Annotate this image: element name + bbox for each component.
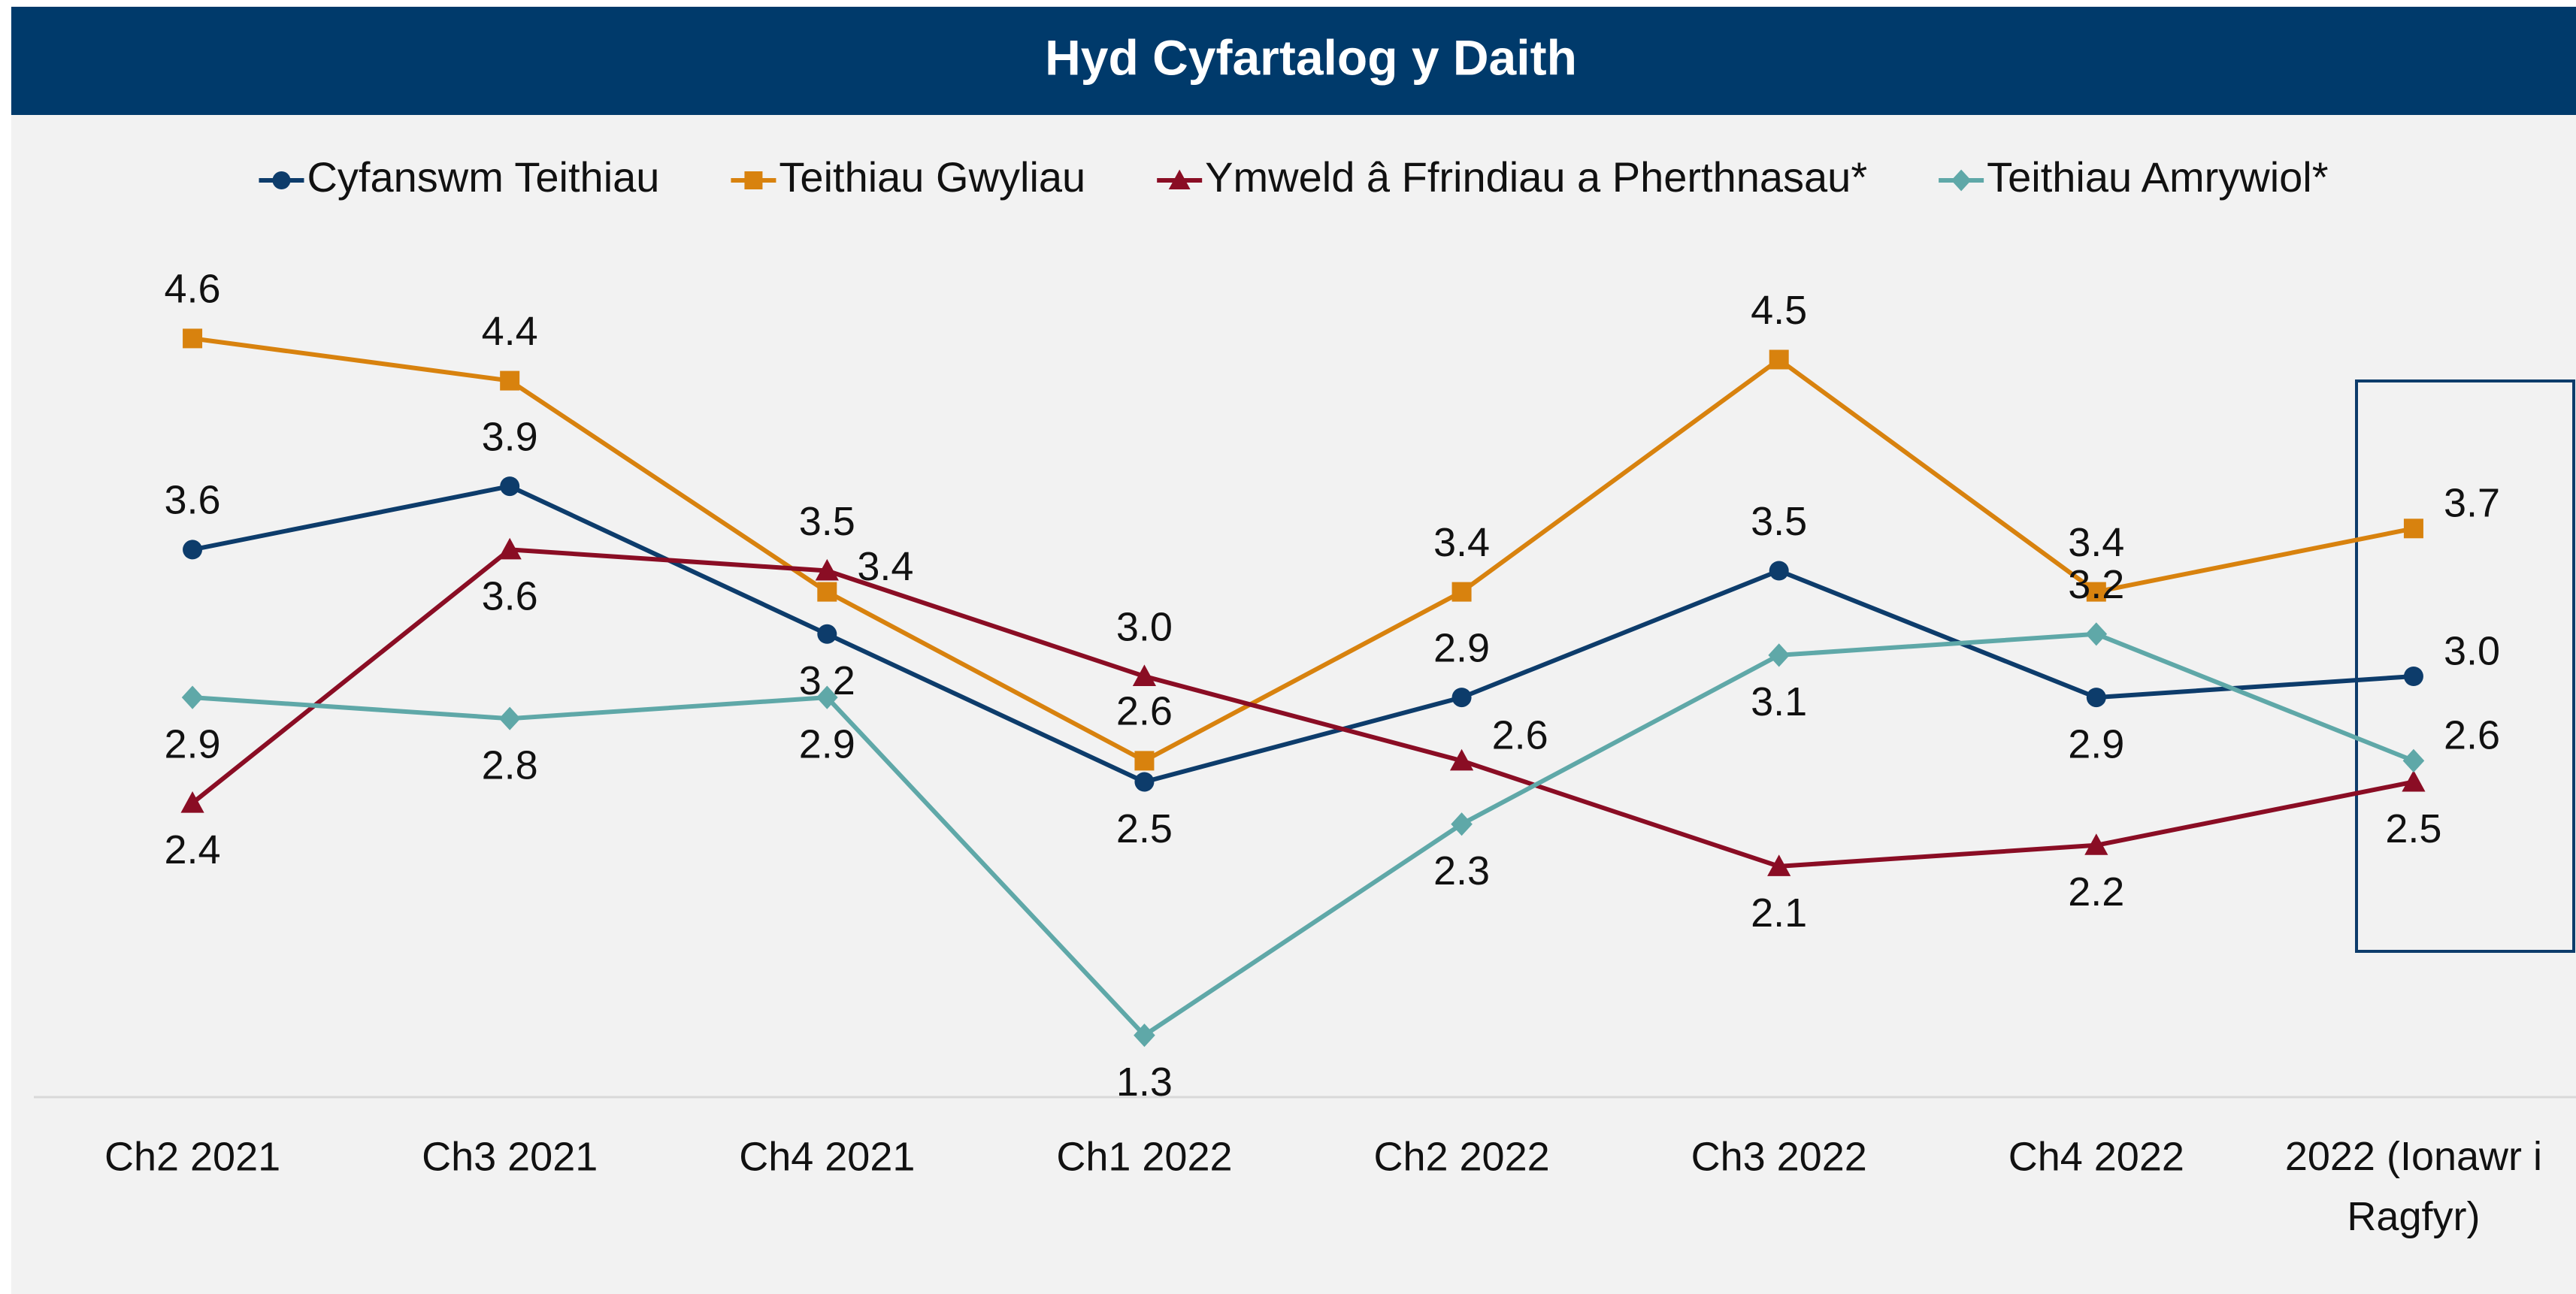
data-label: 4.5 bbox=[1751, 288, 1807, 333]
legend: Cyfanswm Teithiau Teithiau Gwyliau Ymweld … bbox=[259, 153, 2329, 201]
data-label: 2.6 bbox=[2444, 713, 2500, 758]
data-label: 1.3 bbox=[1116, 1060, 1173, 1105]
marker bbox=[1134, 772, 1155, 792]
data-label: 2.6 bbox=[1492, 713, 1548, 758]
marker bbox=[817, 624, 837, 644]
marker bbox=[498, 537, 522, 560]
marker bbox=[2085, 622, 2108, 646]
marker bbox=[1769, 561, 1789, 581]
data-label: 2.9 bbox=[1433, 625, 1490, 670]
marker bbox=[2086, 582, 2106, 602]
data-label: 2.1 bbox=[1751, 890, 1807, 936]
series-line bbox=[192, 336, 2414, 763]
marker bbox=[1767, 854, 1791, 876]
x-tick-label: Ch2 2021 bbox=[104, 1134, 280, 1179]
plot-background bbox=[11, 7, 2576, 1294]
marker bbox=[816, 685, 838, 709]
data-label: 3.4 bbox=[1433, 520, 1490, 565]
marker bbox=[272, 171, 291, 189]
data-label: 2.4 bbox=[165, 827, 221, 872]
marker bbox=[1769, 349, 1789, 370]
marker bbox=[2084, 833, 2108, 855]
data-label: 4.4 bbox=[482, 309, 538, 354]
legend-label: Cyfanswm Teithiau bbox=[307, 153, 659, 201]
chart-title: Hyd Cyfartalog y Daith bbox=[1045, 29, 1577, 85]
x-tick-label: Ch3 2022 bbox=[1691, 1134, 1867, 1179]
legend-item: Ymweld â Ffrindiau a Pherthnasau* bbox=[1157, 153, 1867, 201]
data-label: 2.6 bbox=[1116, 689, 1173, 734]
data-label: 2.2 bbox=[2068, 869, 2124, 915]
series-line bbox=[192, 484, 2414, 785]
marker bbox=[2403, 519, 2423, 539]
data-label: 2.9 bbox=[799, 721, 855, 766]
legend-item: Cyfanswm Teithiau bbox=[259, 153, 659, 201]
marker bbox=[183, 328, 203, 349]
marker bbox=[498, 706, 521, 730]
data-label: 3.9 bbox=[482, 414, 538, 459]
marker bbox=[1168, 169, 1191, 189]
data-label: 2.3 bbox=[1433, 848, 1490, 893]
x-tick-label: Ch4 2021 bbox=[739, 1134, 915, 1179]
data-label: 2.9 bbox=[165, 721, 221, 766]
marker bbox=[181, 685, 204, 709]
x-tick-label: 2022 (Ionawr i Ragfyr) bbox=[2285, 1134, 2542, 1239]
series-line bbox=[191, 547, 2414, 869]
marker bbox=[500, 370, 520, 391]
legend-label: Teithiau Amrywiol* bbox=[1987, 153, 2328, 201]
data-label: 3.6 bbox=[165, 478, 221, 523]
marker bbox=[1134, 1023, 1155, 1048]
marker bbox=[815, 558, 839, 581]
marker bbox=[2402, 769, 2426, 792]
data-label: 3.1 bbox=[1751, 679, 1807, 724]
data-label: 3.0 bbox=[1116, 604, 1173, 649]
marker bbox=[1449, 748, 1474, 771]
marker bbox=[2403, 667, 2423, 686]
marker bbox=[1451, 688, 1472, 708]
data-label: 3.5 bbox=[799, 499, 855, 544]
data-label: 3.6 bbox=[482, 574, 538, 619]
data-label: 3.0 bbox=[2444, 628, 2500, 673]
marker bbox=[183, 540, 203, 560]
data-label: 3.5 bbox=[1751, 499, 1807, 544]
marker bbox=[744, 171, 763, 189]
data-label: 3.7 bbox=[2444, 481, 2500, 526]
data-label: 4.6 bbox=[165, 267, 221, 312]
legend-label: Ymweld â Ffrindiau a Pherthnasau* bbox=[1205, 153, 1867, 201]
data-label: 2.8 bbox=[482, 742, 538, 788]
marker bbox=[1134, 751, 1155, 771]
marker bbox=[817, 582, 837, 602]
marker bbox=[2086, 688, 2106, 708]
data-label: 2.9 bbox=[2068, 721, 2124, 766]
x-tick-label: Ch1 2022 bbox=[1056, 1134, 1232, 1179]
x-tick-label: Ch2 2022 bbox=[1373, 1134, 1549, 1179]
x-tick-label: Ch4 2022 bbox=[2008, 1134, 2184, 1179]
legend-item: Teithiau Gwyliau bbox=[731, 153, 1085, 201]
data-label: 2.5 bbox=[2385, 806, 2441, 851]
series-line bbox=[192, 631, 2415, 1038]
marker bbox=[1768, 643, 1790, 667]
legend-item: Teithiau Amrywiol* bbox=[1939, 153, 2329, 201]
title-bar bbox=[11, 7, 2576, 115]
marker bbox=[500, 476, 520, 497]
highlight-box bbox=[2355, 379, 2575, 953]
x-tick-label: Ch3 2021 bbox=[422, 1134, 598, 1179]
marker bbox=[1451, 812, 1473, 836]
data-label: 2.5 bbox=[1116, 806, 1173, 851]
data-label: 3.4 bbox=[2068, 520, 2124, 565]
marker bbox=[180, 791, 204, 813]
legend-label: Teithiau Gwyliau bbox=[779, 153, 1085, 201]
marker bbox=[1451, 582, 1472, 602]
marker bbox=[1132, 664, 1157, 686]
marker bbox=[2402, 748, 2425, 772]
data-label: 3.2 bbox=[2068, 562, 2124, 607]
